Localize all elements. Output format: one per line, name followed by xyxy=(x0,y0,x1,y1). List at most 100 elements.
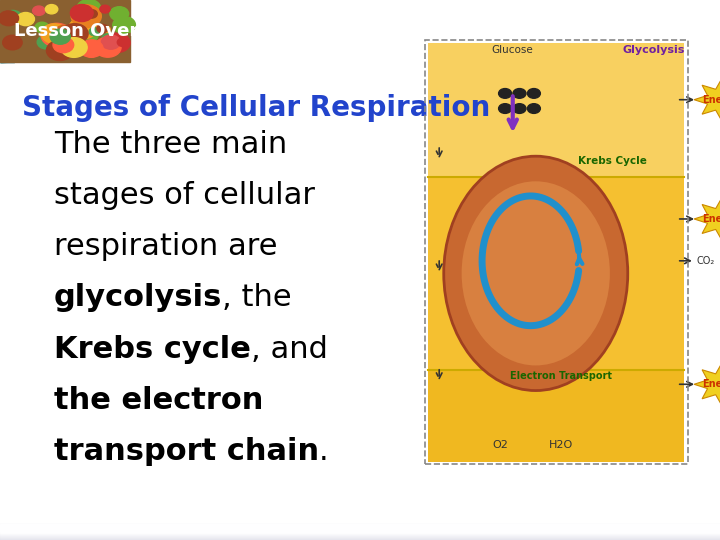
Text: , the: , the xyxy=(222,284,292,313)
Bar xyxy=(6,0,13,62)
Bar xyxy=(6,0,14,62)
Bar xyxy=(0,526,720,535)
Circle shape xyxy=(45,4,58,14)
Circle shape xyxy=(17,12,35,25)
Bar xyxy=(428,43,684,177)
Bar xyxy=(0,0,7,62)
Text: respiration are: respiration are xyxy=(54,232,277,261)
Bar xyxy=(7,0,14,62)
Text: Krebs cycle: Krebs cycle xyxy=(54,335,251,364)
Bar xyxy=(5,0,12,62)
Text: Lesson Overview: Lesson Overview xyxy=(14,22,186,40)
Bar xyxy=(7,0,14,62)
Bar xyxy=(2,0,9,62)
Bar xyxy=(1,0,9,62)
Circle shape xyxy=(527,104,540,113)
Bar xyxy=(4,0,12,62)
Circle shape xyxy=(61,24,88,44)
Bar xyxy=(1,0,8,62)
Bar xyxy=(0,524,720,532)
Bar xyxy=(428,369,684,462)
Text: Stages of Cellular Respiration: Stages of Cellular Respiration xyxy=(22,94,490,123)
Circle shape xyxy=(41,24,68,43)
Bar xyxy=(5,0,12,62)
Text: stages of cellular: stages of cellular xyxy=(54,181,315,210)
Text: Glycolysis: Glycolysis xyxy=(622,45,685,55)
Bar xyxy=(0,525,720,534)
Bar xyxy=(1,0,8,62)
Bar xyxy=(5,0,12,62)
Circle shape xyxy=(97,24,108,33)
Polygon shape xyxy=(694,79,720,120)
Bar xyxy=(3,0,10,62)
Circle shape xyxy=(77,0,101,17)
Circle shape xyxy=(513,89,526,98)
Bar xyxy=(0,531,720,540)
Circle shape xyxy=(71,5,102,28)
Bar xyxy=(7,0,14,62)
Bar xyxy=(0,527,720,535)
Bar xyxy=(0,526,720,535)
Bar xyxy=(0,525,720,534)
Bar xyxy=(0,531,720,539)
Circle shape xyxy=(102,26,110,32)
Text: The three main: The three main xyxy=(54,130,287,159)
Bar xyxy=(4,0,11,62)
Bar xyxy=(5,0,12,62)
Bar xyxy=(6,0,13,62)
Bar xyxy=(0,525,720,534)
Bar xyxy=(6,0,14,62)
Bar xyxy=(1,0,9,62)
Bar xyxy=(0,530,720,538)
Circle shape xyxy=(527,89,540,98)
Bar xyxy=(6,0,14,62)
Bar xyxy=(1,0,8,62)
Bar xyxy=(0,526,720,534)
Bar xyxy=(1,0,8,62)
Circle shape xyxy=(37,35,55,49)
Bar xyxy=(1,0,8,62)
Bar xyxy=(0,528,720,536)
Bar xyxy=(0,528,720,536)
Text: the electron: the electron xyxy=(54,386,264,415)
Bar xyxy=(1,0,9,62)
Bar xyxy=(1,0,9,62)
Bar xyxy=(4,0,11,62)
Circle shape xyxy=(113,16,135,33)
Bar xyxy=(2,0,9,62)
Circle shape xyxy=(50,31,66,43)
Circle shape xyxy=(47,40,73,60)
Bar xyxy=(0,529,720,537)
Bar xyxy=(3,0,10,62)
Bar xyxy=(0,531,720,539)
Bar xyxy=(0,525,720,534)
Bar xyxy=(4,0,12,62)
Bar xyxy=(4,0,12,62)
Circle shape xyxy=(86,10,97,18)
Bar xyxy=(6,0,14,62)
Bar xyxy=(6,0,14,62)
Bar xyxy=(0,524,720,532)
Bar xyxy=(0,528,720,536)
Bar xyxy=(0,531,720,539)
Bar xyxy=(1,0,9,62)
Bar xyxy=(0,529,720,537)
Bar xyxy=(6,0,13,62)
Bar xyxy=(3,0,10,62)
Text: Electron Transport: Electron Transport xyxy=(510,371,612,381)
Circle shape xyxy=(94,37,121,57)
Bar xyxy=(5,0,12,62)
Circle shape xyxy=(110,6,129,21)
Bar xyxy=(0,526,720,535)
Bar xyxy=(0,526,720,535)
Bar xyxy=(3,0,10,62)
Polygon shape xyxy=(694,199,720,240)
Bar xyxy=(0,527,720,536)
Bar xyxy=(0,528,720,537)
Bar xyxy=(0,529,720,537)
Bar xyxy=(0,528,720,537)
Bar xyxy=(6,0,14,62)
Polygon shape xyxy=(694,364,720,405)
Bar xyxy=(6,0,14,62)
Bar xyxy=(3,0,10,62)
